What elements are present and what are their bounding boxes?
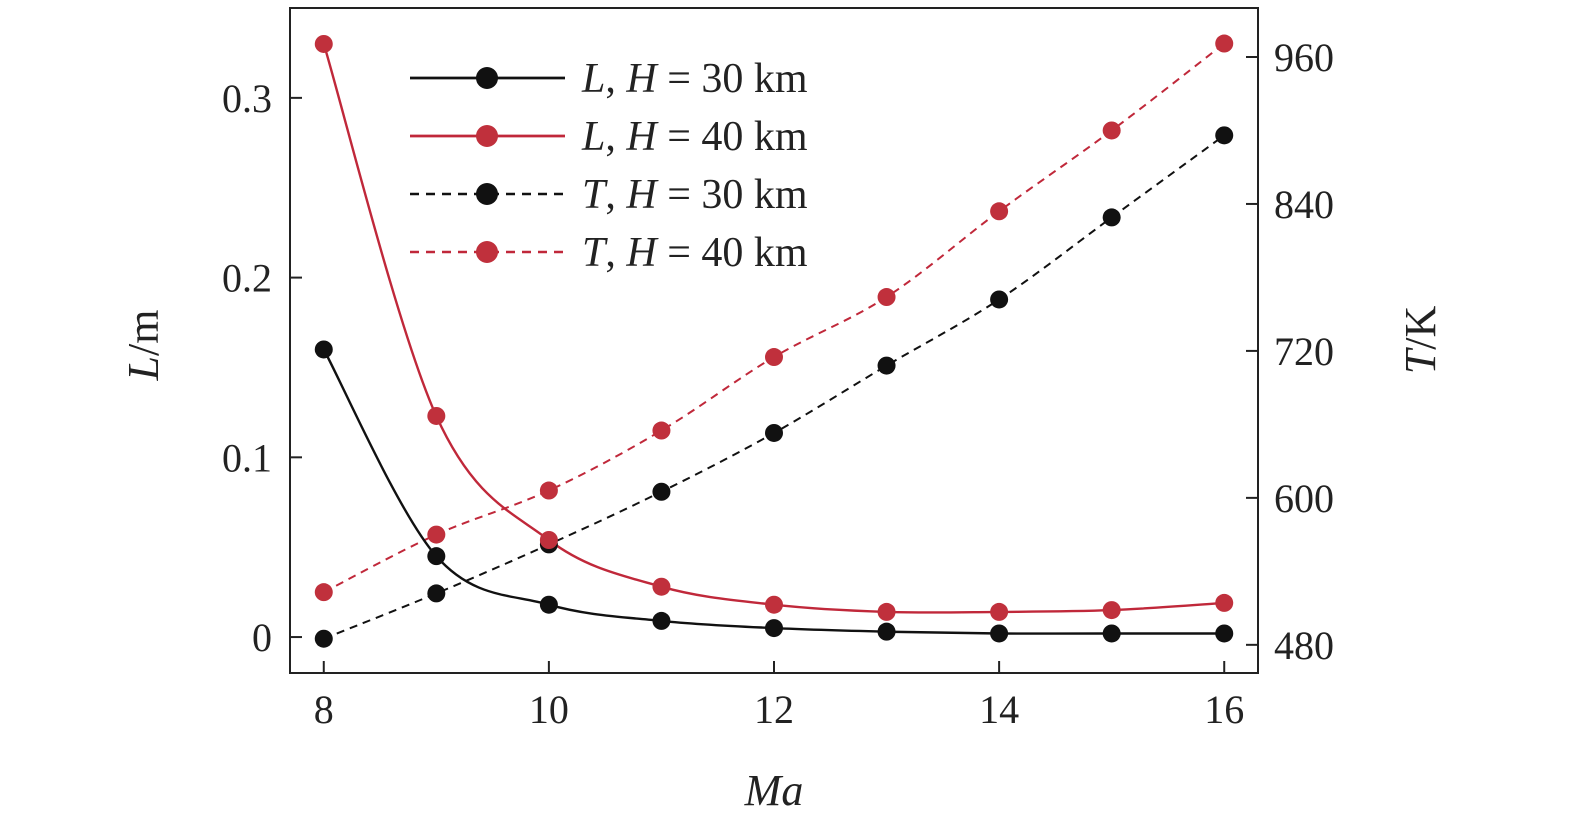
left-y-axis-title-unit: /m xyxy=(119,310,168,356)
data-point-series-0 xyxy=(765,619,783,638)
data-point-series-3 xyxy=(765,348,783,367)
right-y-axis-title: T/K xyxy=(1396,306,1445,375)
left-y-tick-label: 0.1 xyxy=(222,435,272,480)
legend-marker-3 xyxy=(476,241,498,263)
legend-label-1: L, H = 40 km xyxy=(581,114,808,160)
data-point-series-0 xyxy=(427,547,446,566)
data-point-series-2 xyxy=(1102,208,1121,227)
x-tick-label: 12 xyxy=(754,687,794,732)
data-point-series-2 xyxy=(765,423,783,442)
right-y-axis-ticks: 480 600 720 840 960 xyxy=(1246,35,1334,668)
legend-label-sep: , xyxy=(605,230,626,276)
left-y-axis-title: L/m xyxy=(119,310,168,382)
data-point-series-0 xyxy=(1215,624,1234,643)
data-point-series-0 xyxy=(1102,624,1121,643)
legend-marker-1 xyxy=(476,125,498,147)
data-point-series-1 xyxy=(427,406,446,425)
right-y-axis-title-var: T xyxy=(1396,346,1445,374)
legend-label-rest: = 30 km xyxy=(657,56,808,102)
data-point-series-1 xyxy=(765,595,783,614)
data-point-series-3 xyxy=(314,583,333,602)
data-point-series-0 xyxy=(539,595,558,614)
data-point-series-2 xyxy=(652,482,671,501)
legend-label-var: L xyxy=(581,56,605,102)
legend-label-2: T, H = 30 km xyxy=(582,172,808,218)
x-tick-label: 16 xyxy=(1204,687,1244,732)
data-point-series-0 xyxy=(877,622,896,641)
x-axis-ticks: 8 10 12 14 16 xyxy=(314,661,1244,732)
data-point-series-0 xyxy=(314,340,333,359)
data-point-series-2 xyxy=(990,290,1009,309)
plot-frame xyxy=(289,7,1259,674)
right-y-tick-label: 480 xyxy=(1274,623,1334,668)
left-y-tick-label: 0 xyxy=(252,615,272,660)
legend-label-0: L, H = 30 km xyxy=(581,56,808,102)
legend-marker-2 xyxy=(476,183,498,205)
series-line-0 xyxy=(322,348,1225,635)
right-y-tick-label: 960 xyxy=(1274,35,1334,80)
data-point-series-1 xyxy=(1102,601,1121,620)
data-point-series-3 xyxy=(877,288,896,307)
data-point-series-2 xyxy=(1215,126,1234,145)
right-y-tick-label: 720 xyxy=(1274,329,1334,374)
right-y-axis-title-unit: /K xyxy=(1396,306,1445,350)
data-point-series-1 xyxy=(314,34,333,53)
data-point-series-3 xyxy=(990,202,1009,221)
legend-label-sep: , xyxy=(605,56,626,102)
legend-label-var: L xyxy=(581,114,605,160)
legend-label-h: H xyxy=(625,172,659,218)
legend-marker-0 xyxy=(476,67,498,89)
legend-label-sep: , xyxy=(605,172,626,218)
data-point-series-3 xyxy=(539,481,558,500)
legend-label-rest: = 30 km xyxy=(657,172,808,218)
left-y-tick-label: 0.2 xyxy=(222,256,272,301)
data-point-series-3 xyxy=(1102,121,1121,140)
left-y-axis-title-var: L xyxy=(119,356,168,381)
left-y-axis-ticks: 0 0.1 0.2 0.3 xyxy=(222,76,302,660)
legend-label-var: T xyxy=(582,230,608,276)
data-point-series-0 xyxy=(652,611,671,630)
legend-label-h: H xyxy=(625,230,659,276)
legend-label-sep: , xyxy=(605,114,626,160)
data-point-series-0 xyxy=(990,624,1009,643)
x-axis-title: Ma xyxy=(744,766,804,815)
data-point-series-2 xyxy=(877,356,896,375)
legend-label-rest: = 40 km xyxy=(657,230,808,276)
series-points xyxy=(314,34,1234,648)
data-point-series-2 xyxy=(427,584,446,603)
left-y-tick-label: 0.3 xyxy=(222,76,272,121)
legend-label-var: T xyxy=(582,172,608,218)
legend-label-h: H xyxy=(625,114,659,160)
data-point-series-1 xyxy=(1215,593,1234,612)
right-y-tick-label: 840 xyxy=(1274,182,1334,227)
data-point-series-1 xyxy=(990,602,1009,621)
series-line-1 xyxy=(322,43,1225,614)
data-point-series-1 xyxy=(877,602,896,621)
data-point-series-3 xyxy=(1215,34,1234,53)
data-point-series-1 xyxy=(539,531,558,549)
x-tick-label: 10 xyxy=(529,687,569,732)
legend-label-3: T, H = 40 km xyxy=(582,230,808,276)
x-tick-label: 14 xyxy=(979,687,1019,732)
data-point-series-3 xyxy=(652,421,671,440)
x-tick-label: 8 xyxy=(314,687,334,732)
data-point-series-2 xyxy=(314,629,333,648)
legend-label-rest: = 40 km xyxy=(657,114,808,160)
legend-label-h: H xyxy=(625,56,659,102)
right-y-tick-label: 600 xyxy=(1274,476,1334,521)
data-point-series-3 xyxy=(427,525,446,544)
data-point-series-1 xyxy=(652,577,671,596)
legend: L, H = 30 kmL, H = 40 kmT, H = 30 kmT, H… xyxy=(410,56,808,276)
